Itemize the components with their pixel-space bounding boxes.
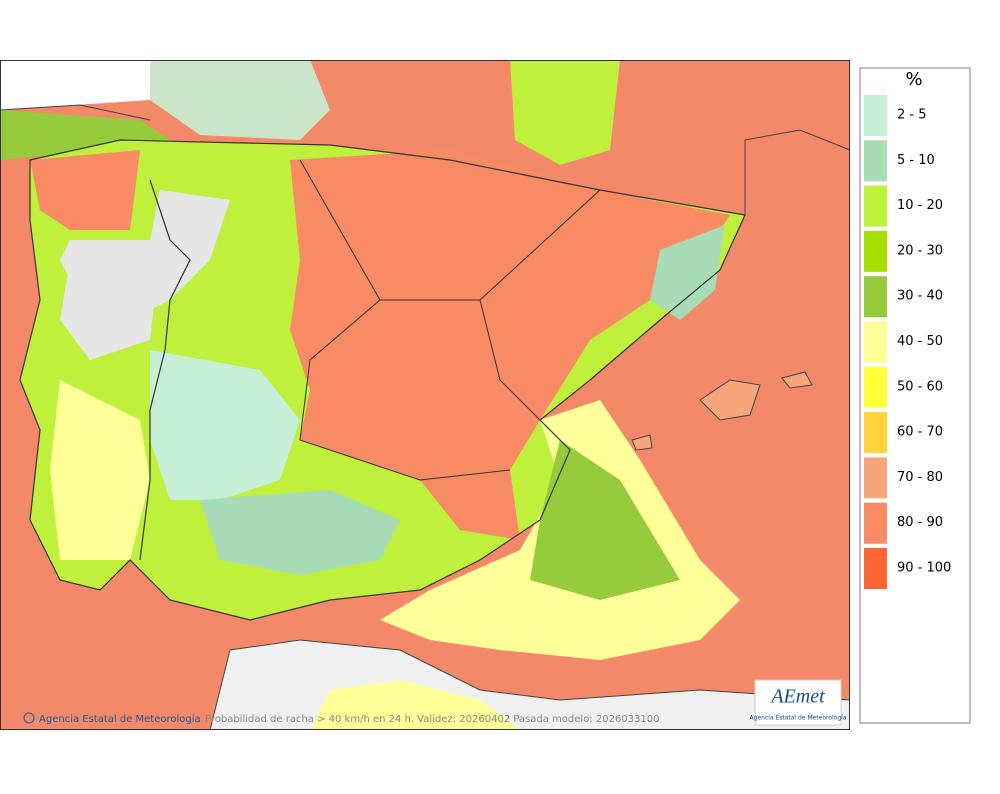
legend-swatch [864, 321, 887, 363]
legend-swatch [864, 230, 887, 272]
legend: % 2 - 5 5 - 10 10 - 20 20 - 30 30 - 40 40 - 5… [859, 67, 971, 724]
region [150, 60, 330, 140]
region [60, 250, 160, 360]
coastline [0, 104, 151, 121]
coastline [19, 139, 746, 621]
legend-swatch [864, 502, 887, 544]
legend-label: 2 - 5 [897, 108, 927, 123]
logo-box[interactable] [754, 679, 842, 726]
legend-label: 80 - 90 [897, 515, 943, 530]
island [781, 371, 813, 389]
legend-label: 40 - 50 [897, 334, 943, 349]
legend-swatch [864, 457, 887, 499]
caption: Probabilidad de racha > 40 km/h en 24 h.… [205, 714, 659, 725]
legend-label: 30 - 40 [897, 289, 943, 304]
region [290, 150, 730, 540]
map: Agencia Estatal de Meteorología Probabil… [0, 60, 851, 731]
legend-swatch [864, 412, 887, 454]
legend-swatch [864, 276, 887, 318]
region [0, 60, 150, 110]
legend-label: 20 - 30 [897, 243, 943, 258]
legend-label: 50 - 60 [897, 379, 943, 394]
coastline [744, 129, 851, 215]
region [150, 350, 300, 500]
legend-label: 90 - 100 [897, 561, 951, 576]
logo[interactable]: AEmet [769, 686, 825, 708]
legend-title: % [905, 69, 922, 90]
island [699, 379, 761, 421]
credit-icon [23, 712, 35, 724]
region [650, 225, 725, 320]
legend-swatch [864, 185, 887, 227]
logo-subtitle: Agencia Estatal de Meteorología [750, 715, 847, 722]
legend-swatch [864, 140, 887, 182]
legend-label: 70 - 80 [897, 470, 943, 485]
legend-swatch [864, 548, 887, 589]
legend-label: 5 - 10 [897, 153, 935, 168]
region [530, 440, 680, 600]
border [299, 159, 601, 481]
legend-label: 60 - 70 [897, 425, 943, 440]
credit: Agencia Estatal de Meteorología [39, 713, 201, 725]
coastline [209, 639, 851, 731]
region [510, 60, 620, 165]
region [50, 380, 150, 560]
legend-label: 10 - 20 [897, 198, 943, 213]
legend-swatch [864, 366, 887, 408]
legend-swatch [864, 95, 887, 136]
region [0, 110, 170, 160]
region [310, 680, 520, 730]
map-frame [0, 60, 850, 730]
border [139, 179, 191, 561]
island [631, 434, 653, 451]
region [200, 490, 400, 575]
region [30, 150, 140, 230]
